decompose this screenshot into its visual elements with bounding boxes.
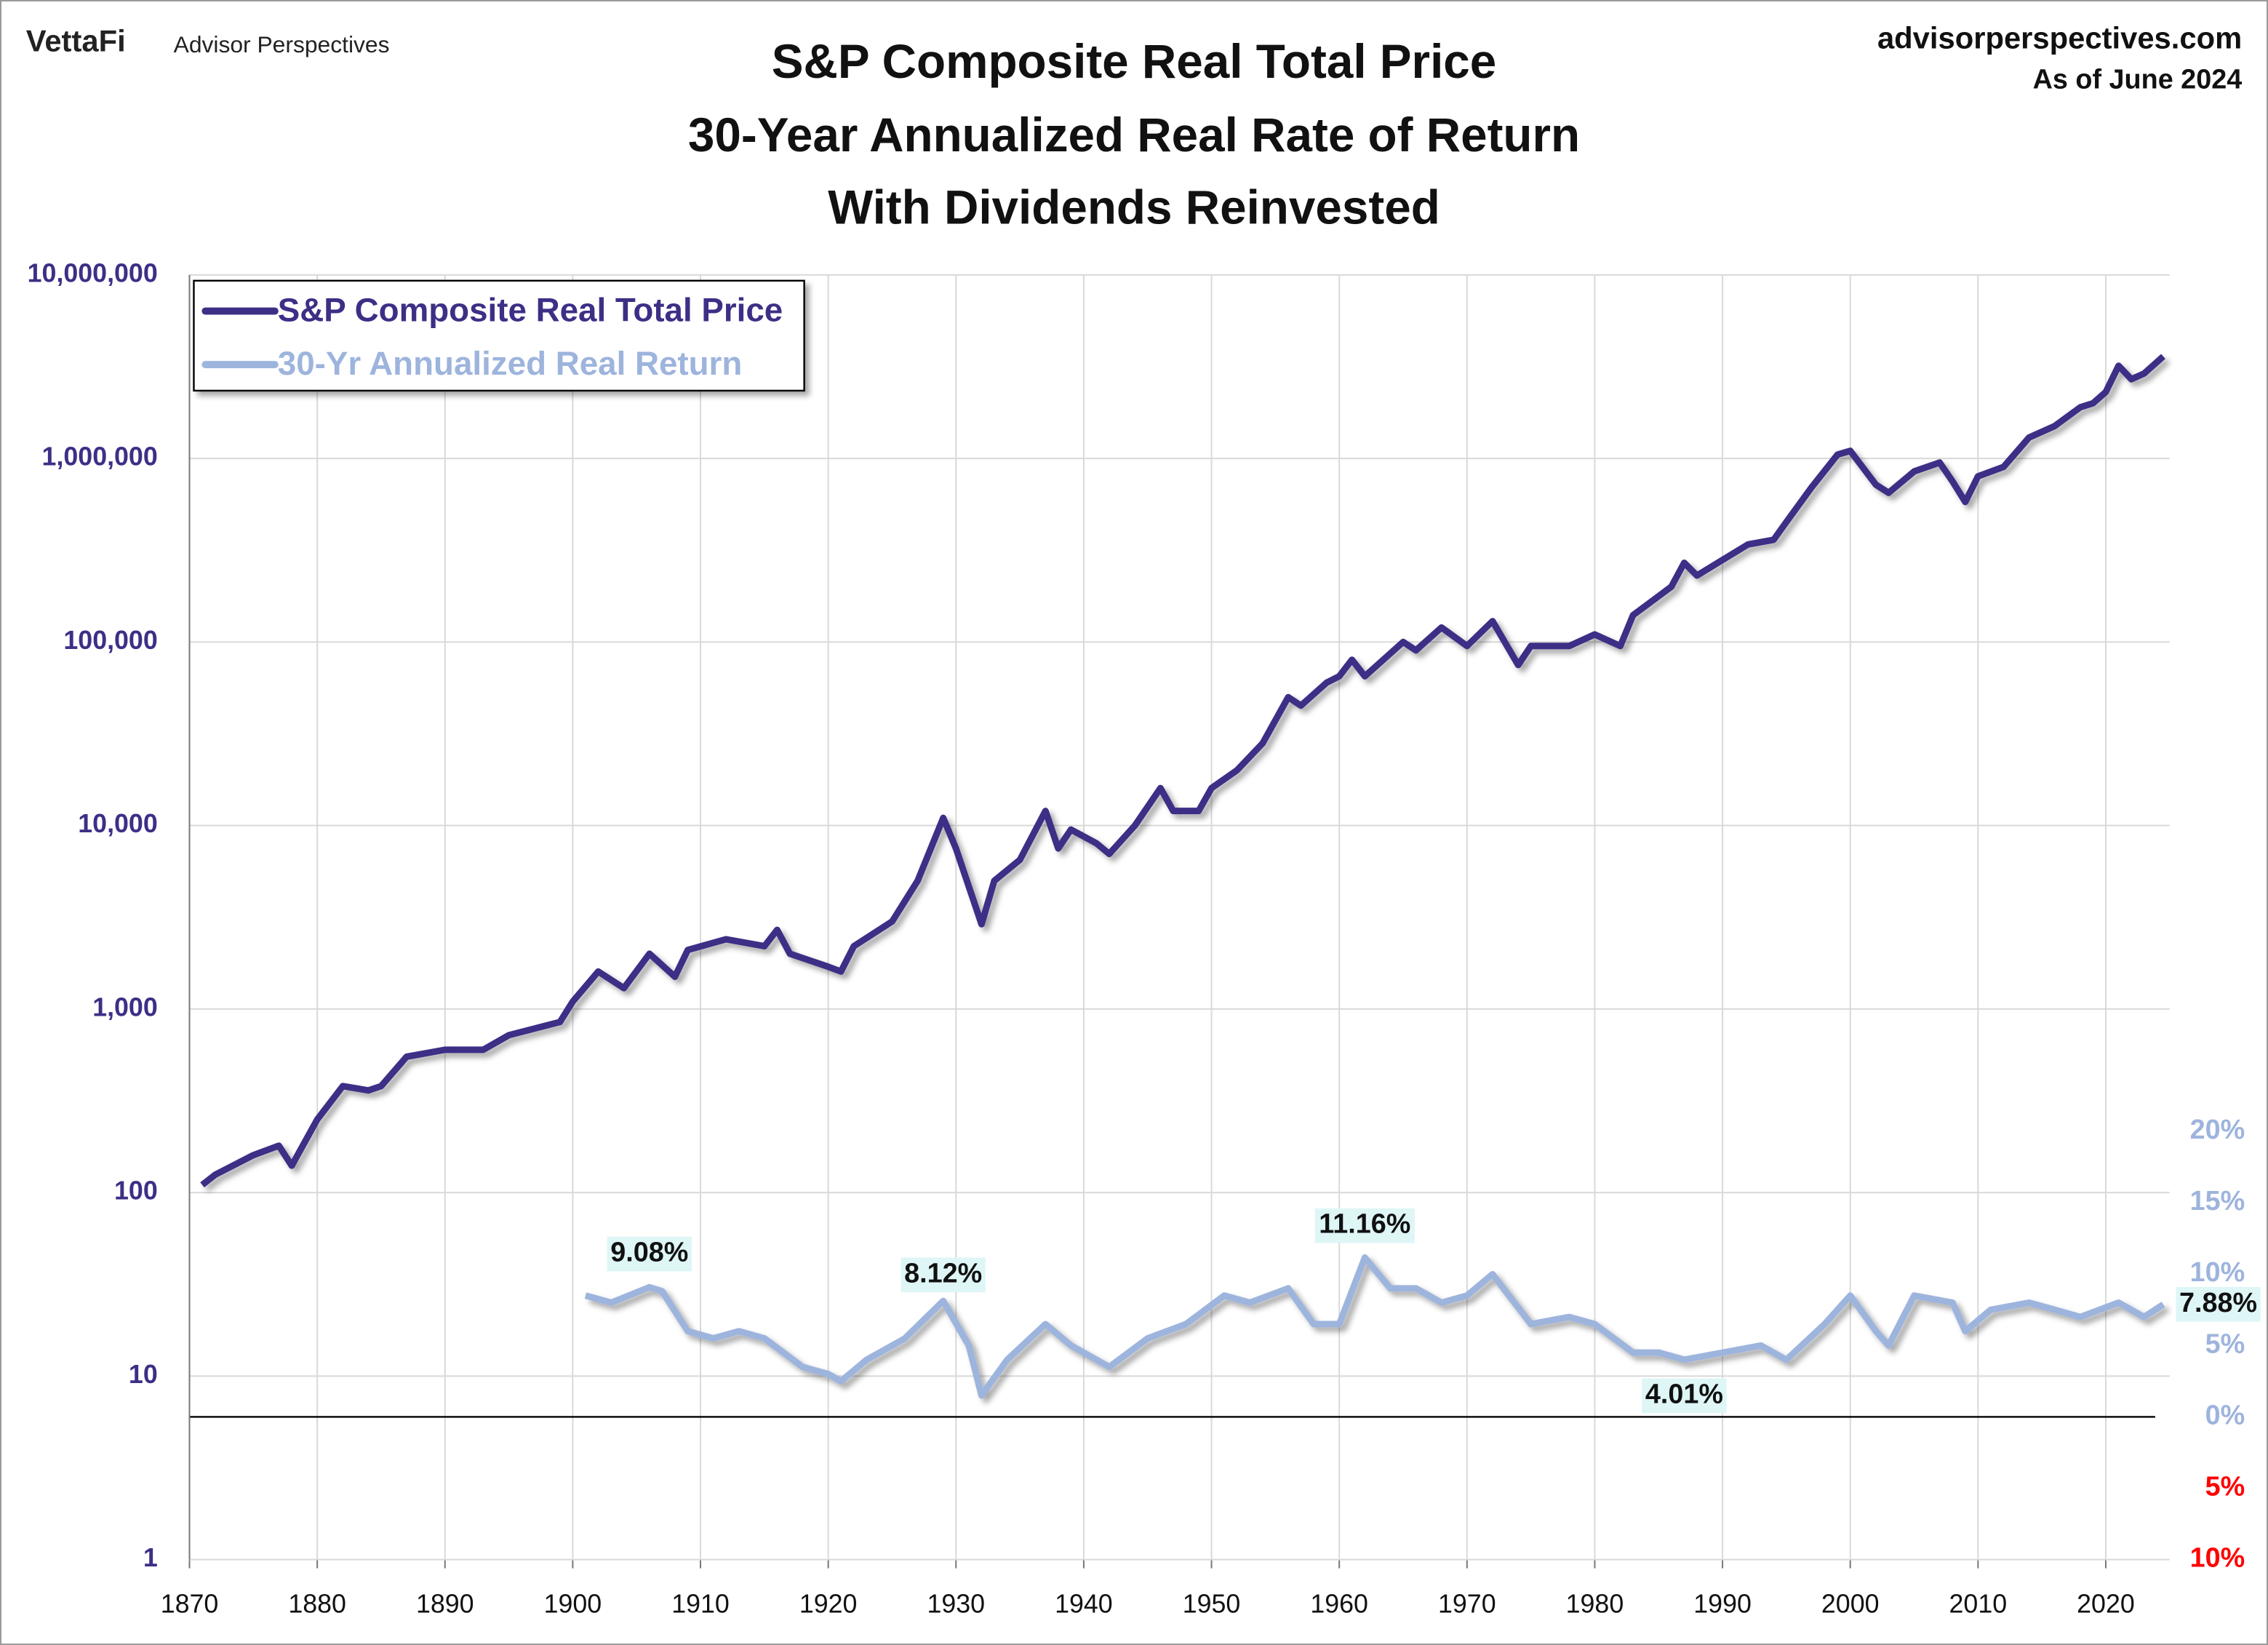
annotation: 4.01%	[1645, 1379, 1723, 1409]
y2-tick-label: 20%	[2190, 1115, 2245, 1145]
x-tick-label: 1920	[799, 1590, 858, 1619]
x-tick-label: 1980	[1566, 1590, 1624, 1619]
x-tick-label: 1900	[544, 1590, 602, 1619]
y2-tick-label: 5%	[2205, 1329, 2245, 1359]
y-tick-label: 10,000,000	[28, 258, 158, 287]
y-tick-label: 100	[114, 1176, 158, 1206]
x-tick-label: 1960	[1310, 1590, 1368, 1619]
legend: S&P Composite Real Total Price 30-Yr Annu…	[193, 279, 805, 392]
y2-tick-label: 10%	[2190, 1257, 2245, 1288]
annotation: 7.88%	[2179, 1288, 2257, 1318]
chart-subtitle: 30-Year Annualized Real Rate of Return	[688, 108, 1580, 162]
annotation-bg	[1642, 1378, 1727, 1414]
annotation-bg	[2176, 1286, 2261, 1322]
y-tick-label: 10	[129, 1360, 158, 1389]
legend-label: S&P Composite Real Total Price	[278, 292, 783, 329]
grid: 1870 1880 1890 1900 1910 1920 1930 1940 1950 1960…	[28, 258, 2245, 1618]
chart-subtitle: With Dividends Reinvested	[828, 181, 1440, 234]
y-tick-label: 100,000	[63, 626, 157, 655]
publisher: Advisor Perspectives	[174, 31, 390, 57]
x-tick-label: 1890	[416, 1590, 474, 1619]
annotation: 11.16%	[1319, 1209, 1410, 1240]
x-tick-label: 1930	[927, 1590, 985, 1619]
x-tick-label: 1880	[288, 1590, 346, 1619]
x-tick-label: 1870	[161, 1590, 219, 1619]
y-tick-label: 1,000,000	[42, 442, 158, 471]
annotation-bg	[1314, 1208, 1415, 1243]
y-tick-label: 10,000	[78, 809, 157, 838]
y2-tick-label: 15%	[2190, 1186, 2245, 1216]
x-tick-label: 1940	[1055, 1590, 1113, 1619]
as-of: As of June 2024	[2033, 64, 2243, 95]
y2-tick-label: 5%	[2205, 1472, 2245, 1502]
annotation-bg	[607, 1236, 692, 1272]
x-tick-label: 1990	[1693, 1590, 1752, 1619]
chart-title: S&P Composite Real Total Price	[772, 35, 1497, 88]
y2-tick-label: 10%	[2190, 1543, 2245, 1574]
x-tick-label: 2000	[1821, 1590, 1880, 1619]
annotation: 8.12%	[904, 1258, 982, 1288]
x-tick-label: 1950	[1183, 1590, 1241, 1619]
y-tick-label: 1,000	[92, 992, 158, 1021]
annotation-bg	[901, 1257, 986, 1293]
annotation: 9.08%	[610, 1238, 688, 1268]
website: advisorperspectives.com	[1877, 21, 2242, 55]
x-tick-label: 1910	[671, 1590, 730, 1619]
x-tick-label: 2010	[1949, 1590, 2008, 1619]
brand: VettaFi	[26, 24, 126, 58]
x-tick-label: 2020	[2077, 1590, 2135, 1619]
x-tick-label: 1970	[1438, 1590, 1496, 1619]
y2-tick-label: 0%	[2205, 1400, 2245, 1430]
line	[584, 1254, 2165, 1399]
plot: 9.08% 8.12% 11.16% 4.01% 7.88%	[200, 354, 2261, 1414]
y-tick-label: 1	[143, 1543, 158, 1572]
legend-box	[193, 279, 805, 392]
legend-label: 30-Yr Annualized Real Return	[278, 345, 743, 382]
line	[200, 354, 2166, 1188]
